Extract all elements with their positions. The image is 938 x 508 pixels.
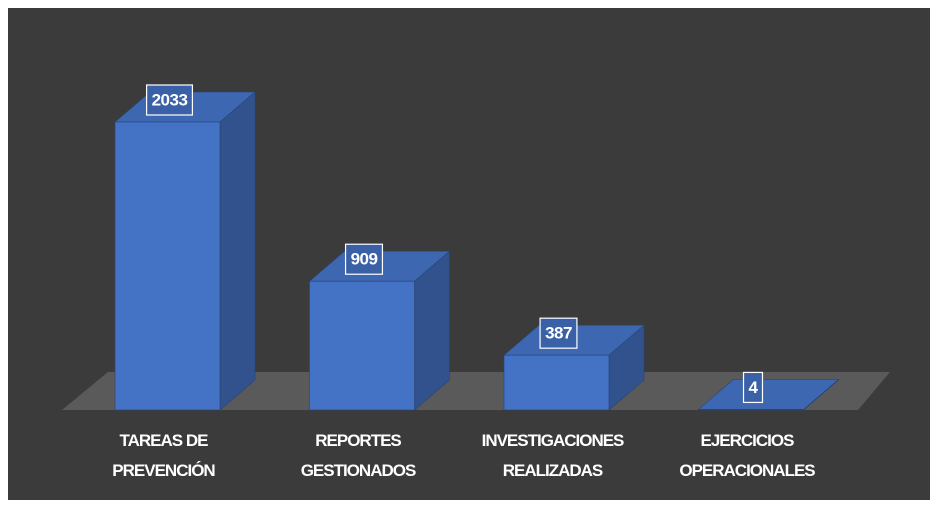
- data-label-box: [539, 317, 578, 349]
- bar: [114, 91, 256, 411]
- data-label-box: [742, 371, 764, 404]
- bar: [503, 324, 645, 411]
- data-label-group: 909: [344, 243, 384, 275]
- bar-front: [698, 409, 804, 411]
- bar-side: [219, 91, 256, 411]
- chart: 2033 909 387 4 TAREAS DE PREVENCIÓN REPORTES…: [8, 8, 930, 500]
- x-tick-label: TAREAS DE PREVENCIÓN: [112, 431, 215, 480]
- x-tick-label: REPORTES GESTIONADOS: [300, 431, 417, 480]
- bar-front: [114, 121, 221, 411]
- data-label-box: [344, 243, 384, 275]
- data-label-group: 2033: [145, 84, 194, 116]
- floor: [62, 372, 890, 410]
- data-label: 909: [351, 250, 378, 269]
- data-label: 4: [749, 378, 759, 397]
- data-label-group: 4: [742, 371, 764, 404]
- bar-front: [309, 280, 415, 411]
- data-label-box: [145, 84, 194, 116]
- chart-svg: 2033 909 387 4: [62, 84, 890, 411]
- bar-front: [503, 354, 610, 411]
- data-label: 387: [545, 324, 572, 343]
- data-label-group: 387: [539, 317, 578, 349]
- x-tick-label: INVESTIGACIONES REALIZADAS: [481, 431, 625, 480]
- bar: [308, 250, 451, 411]
- data-label: 2033: [152, 90, 188, 109]
- x-tick-label: EJERCICIOS OPERACIONALES: [679, 431, 815, 480]
- bar: [697, 378, 840, 411]
